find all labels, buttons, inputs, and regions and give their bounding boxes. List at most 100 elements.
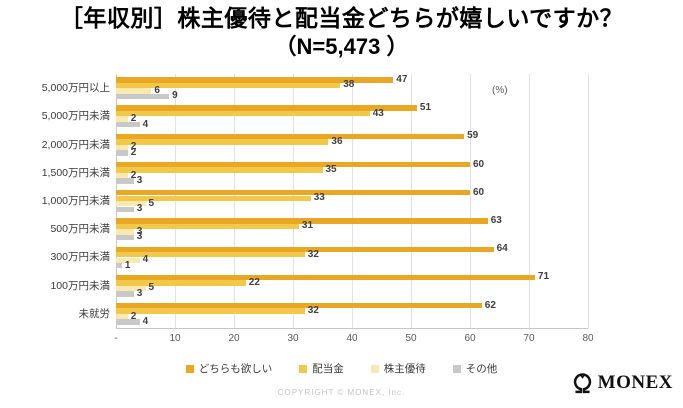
legend-label: 株主優待 [383,363,426,375]
bar-value-label: 3 [136,203,143,215]
bar-value-label: 35 [325,164,337,176]
category-label: 未就労 [78,307,111,320]
x-axis-unit-label: (%) [492,85,508,96]
bar-どちらも欲しい: 59 [116,131,478,141]
bar-どちらも欲しい: 71 [116,272,549,282]
bar-配当金: 31 [116,221,313,231]
bar-その他: 3 [116,232,142,242]
gridline [234,74,235,328]
bar-value-label: 43 [372,107,384,119]
bar-value-label: 59 [467,130,479,142]
gridline [352,74,353,328]
chart-title-line1: ［年収別］株主優待と配当金どちらが嬉しいですか？ [59,5,624,31]
bar-value-label: 60 [473,186,485,198]
bar-株主優待: 2 [116,311,136,321]
gridline [588,74,589,328]
x-axis-tick-label: 40 [346,333,358,344]
bar-株主優待: 2 [116,114,136,124]
legend-marker-icon [452,364,461,373]
bar-value-label: 64 [496,243,508,255]
category-label: 100万円未満 [50,279,110,292]
bar-value-label: 2 [130,146,137,158]
bar-value-label: 2 [130,141,137,153]
bar-value-label: 51 [419,102,432,114]
bar-株主優待: 3 [116,226,142,236]
bar-どちらも欲しい: 60 [116,187,484,197]
gridline [175,74,176,328]
category-label: 5,000万円未満 [41,110,110,123]
bar-value-label: 1 [124,259,131,271]
legend-label: どちらも欲しい [198,363,273,375]
bar-value-label: 4 [142,254,149,266]
x-axis-tick-label: 70 [523,333,535,344]
legend-marker-icon [299,364,308,373]
legend-item: その他 [452,361,498,376]
bar-value-label: 47 [396,73,408,85]
bar-株主優待: 5 [116,283,154,293]
category-label: 2,000万円未満 [41,138,110,151]
bar-どちらも欲しい: 64 [116,244,508,254]
bar-value-label: 3 [136,225,143,237]
gridline [529,74,530,328]
gridline [470,74,471,328]
bar-value-label: 31 [301,220,314,232]
bar-配当金: 35 [116,165,337,175]
bar-value-label: 32 [307,248,319,260]
bar-value-label: 62 [484,299,496,311]
bar-どちらも欲しい: 51 [116,103,431,113]
bar-株主優待: 2 [116,170,136,180]
bar-その他: 3 [116,288,142,298]
legend-item: 配当金 [299,361,344,376]
x-axis-tick-label: 10 [169,333,181,344]
chart-title: ［年収別］株主優待と配当金どちらが嬉しいですか？ （N=5,473 ） [0,5,683,60]
bar-value-label: 3 [136,231,143,243]
bar-その他: 9 [116,91,178,101]
bar-value-label: 4 [142,118,149,130]
bar-その他: 3 [116,204,142,214]
bar-value-label: 6 [154,84,160,96]
bar-どちらも欲しい: 60 [116,159,484,169]
bar-配当金: 22 [116,277,260,287]
monex-logo-icon [573,373,591,394]
chart-title-sample-size: （N=5,473 ） [274,33,409,59]
bar-配当金: 32 [116,306,319,316]
bar-配当金: 33 [116,193,325,203]
bar-どちらも欲しい: 47 [116,74,407,84]
x-axis: - 10 20 30 40 50 60 70 80 [114,333,593,348]
gridline [293,74,294,328]
bar-value-label: 2 [130,113,137,125]
plot-area: 47 38 6 9 51 43 2 4 59 36 2 2 60 35 2 3 60 33 5 3 63 31 3 3 64 32… [116,74,589,329]
bar-value-label: 60 [473,158,485,170]
legend-marker-icon [185,364,194,373]
copyright-text: COPYRIGHT © MONEX, Inc. [277,388,406,397]
category-label: 1,000万円未満 [41,195,110,207]
legend-item: どちらも欲しい [185,361,273,376]
bar-その他: 4 [116,119,148,129]
bar-value-label: 33 [313,192,325,204]
category-label: 5,000万円以上 [41,82,110,95]
bar-value-label: 71 [537,271,550,283]
x-axis-tick-label: 80 [582,333,594,344]
bar-株主優待: 2 [116,142,136,152]
category-label: 500万円未満 [50,223,110,236]
bar-株主優待: 4 [116,255,148,265]
bar-value-label: 63 [490,214,502,226]
bar-その他: 4 [116,317,148,327]
bar-配当金: 38 [116,80,354,90]
monex-logo: MONEX [570,370,673,395]
axis-zero-line [116,74,117,328]
chart-legend: どちらも欲しい 配当金 株主優待 その他 [0,361,683,376]
legend-label: 配当金 [312,363,344,375]
bar-どちらも欲しい: 63 [116,215,502,225]
bar-その他: 3 [116,176,142,186]
bar-value-label: 32 [307,305,319,317]
bar-配当金: 43 [116,108,384,118]
bar-value-label: 3 [136,175,143,187]
bar-value-label: 5 [148,282,155,294]
x-axis-tick-label: 50 [405,333,417,344]
x-axis-tick-label: 30 [287,333,299,344]
bar-value-label: 38 [343,79,355,91]
bar-chart: 47 38 6 9 51 43 2 4 59 36 2 2 60 35 2 3 60 33 5 3 63 31 3 3 64 32… [0,70,683,370]
bar-その他: 2 [116,147,136,157]
legend-label: その他 [465,363,498,375]
